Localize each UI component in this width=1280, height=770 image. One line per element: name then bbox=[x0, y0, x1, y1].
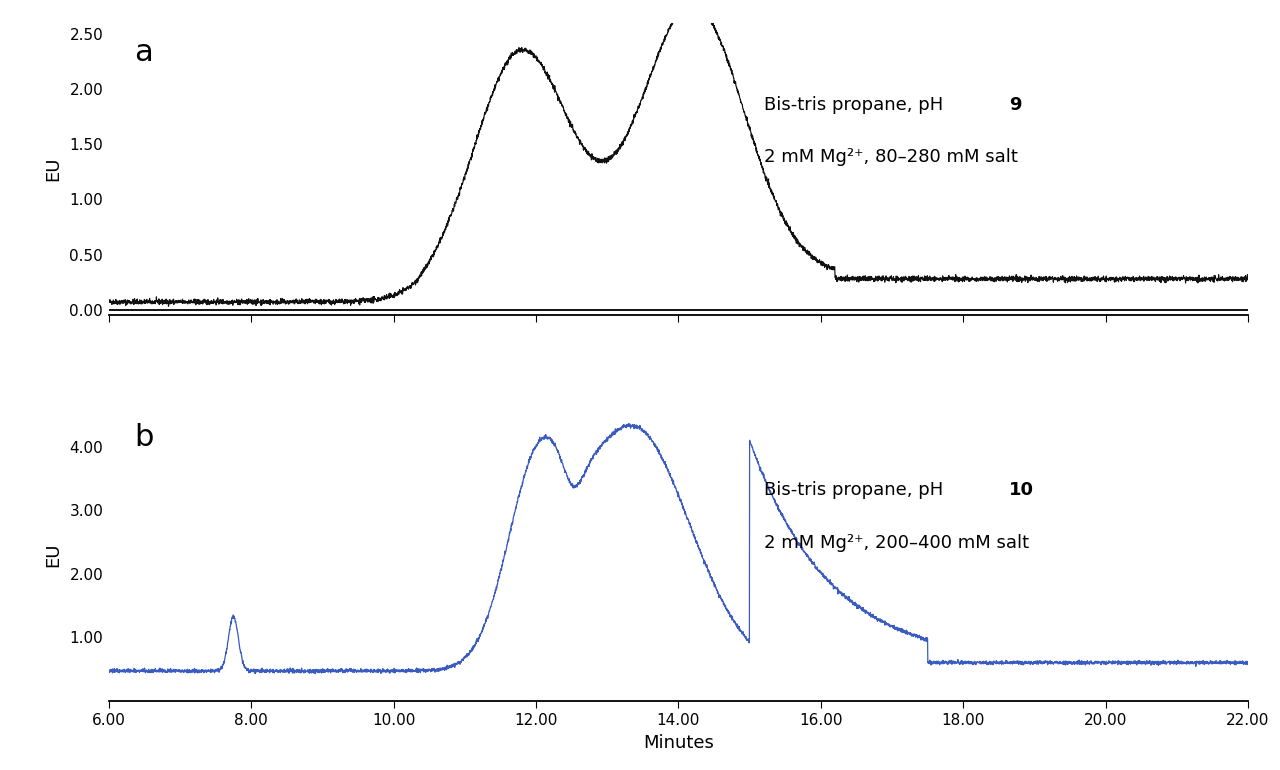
Text: 9: 9 bbox=[1009, 96, 1021, 114]
X-axis label: Minutes: Minutes bbox=[643, 735, 714, 752]
Text: a: a bbox=[134, 38, 152, 67]
Text: 2 mM Mg²⁺, 80–280 mM salt: 2 mM Mg²⁺, 80–280 mM salt bbox=[764, 149, 1018, 166]
Text: b: b bbox=[134, 424, 154, 452]
Text: Bis-tris propane, pH: Bis-tris propane, pH bbox=[764, 481, 948, 500]
Text: 2 mM Mg²⁺, 200–400 mM salt: 2 mM Mg²⁺, 200–400 mM salt bbox=[764, 534, 1029, 552]
Text: Bis-tris propane, pH: Bis-tris propane, pH bbox=[764, 96, 948, 114]
Y-axis label: EU: EU bbox=[45, 157, 63, 182]
Text: 10: 10 bbox=[1009, 481, 1034, 500]
Y-axis label: EU: EU bbox=[45, 542, 63, 567]
